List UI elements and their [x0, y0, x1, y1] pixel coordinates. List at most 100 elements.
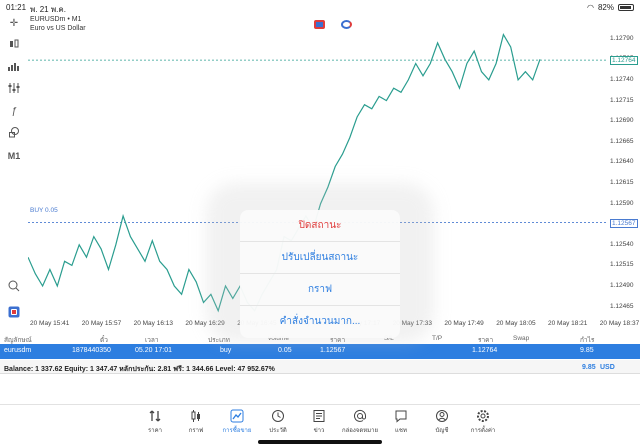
- time-tick-label: 20 May 15:41: [30, 320, 70, 327]
- tab-quotes-label: ราคา: [148, 428, 162, 434]
- tab-mailbox[interactable]: กล่องจดหมาย: [340, 409, 380, 435]
- bid-price-tag: 1.12764: [610, 56, 638, 66]
- battery-icon: [618, 4, 634, 11]
- col-profit: กำไร: [580, 337, 595, 344]
- col-time: เวลา: [145, 337, 159, 344]
- chart-button[interactable]: กราฟ: [240, 274, 400, 306]
- position-action-sheet: ปิดสถานะ ปรับเปลี่ยนสถานะ กราฟ คำสั่งจำน…: [240, 210, 400, 338]
- mailbox-icon: [354, 409, 367, 422]
- price-tick-label: 1.12590: [610, 199, 634, 207]
- quick-trade-icons: [314, 20, 352, 29]
- chat-icon: [395, 410, 407, 423]
- position-row[interactable]: eurusdm 1878440350 05.20 17:01 buy 0.05 …: [0, 344, 640, 359]
- settings-icon: [477, 410, 489, 422]
- buy-price-tag: 1.12567: [610, 218, 638, 228]
- col-tp: T/P: [432, 335, 443, 342]
- tab-account[interactable]: บัญชี: [422, 409, 462, 435]
- battery-percent: 82%: [597, 3, 614, 12]
- row-time: 05.20 17:01: [135, 347, 172, 354]
- row-ticket: 1878440350: [72, 347, 111, 354]
- news-icon: [313, 410, 325, 422]
- tab-trade[interactable]: การซื้อขาย: [217, 409, 257, 435]
- time-tick-label: 20 May 18:21: [548, 320, 588, 327]
- price-tick-label: 1.12640: [610, 158, 634, 166]
- symbol-description: Euro vs US Dollar: [30, 25, 86, 32]
- price-tick-label: 1.12615: [610, 178, 634, 186]
- buy-line-label: BUY 0.05: [30, 207, 58, 214]
- time-tick-label: 20 May 16:13: [133, 320, 173, 327]
- balance-summary: Balance: 1 337.62 Equity: 1 347.47 หลักป…: [4, 366, 275, 373]
- zoom-icon[interactable]: [6, 280, 22, 296]
- tab-news[interactable]: ข่าว: [299, 409, 339, 435]
- time-tick-label: 20 May 18:37: [599, 320, 640, 327]
- modify-position-button[interactable]: ปรับเปลี่ยนสถานะ: [240, 242, 400, 274]
- chart-icon: [191, 410, 200, 422]
- tab-chat-label: แชท: [395, 428, 407, 434]
- home-indicator: [258, 440, 382, 444]
- price-tick-label: 1.12790: [610, 34, 634, 42]
- price-tick-label: 1.12740: [610, 75, 634, 83]
- tab-history-label: ประวัติ: [269, 428, 287, 434]
- col-price: ราคา: [330, 337, 346, 344]
- chart-toolbar: ✛ ƒ M1: [0, 14, 28, 334]
- balance-bar: Balance: 1 337.62 Equity: 1 347.47 หลักป…: [0, 360, 640, 374]
- time-tick-label: 20 May 17:33: [392, 320, 432, 327]
- row-volume: 0.05: [278, 347, 292, 354]
- col-swap: Swap: [513, 335, 530, 342]
- depth-of-market-icon[interactable]: [341, 20, 352, 29]
- objects-icon[interactable]: [6, 126, 22, 142]
- col-ticket: ตั๋ว: [100, 337, 108, 344]
- tab-account-label: บัญชี: [435, 428, 449, 434]
- tab-trade-label: การซื้อขาย: [222, 428, 252, 434]
- price-tick-label: 1.12690: [610, 117, 634, 125]
- price-tick-label: 1.12540: [610, 240, 634, 248]
- timeframe-button[interactable]: M1: [7, 151, 21, 161]
- function-icon[interactable]: ƒ: [11, 106, 17, 117]
- trade-icon: [230, 409, 244, 423]
- quotes-icon: [149, 410, 161, 422]
- status-time: 01:21: [6, 3, 27, 12]
- one-click-trade-icon[interactable]: [314, 20, 325, 29]
- price-tick-label: 1.12465: [610, 302, 634, 310]
- tab-news-label: ข่าว: [313, 428, 325, 434]
- account-icon: [436, 410, 448, 422]
- symbol-timeframe: EURUSDm • M1: [30, 16, 82, 23]
- col-sl: S/L: [384, 335, 394, 342]
- history-icon: [272, 410, 284, 422]
- tab-settings[interactable]: การตั้งค่า: [463, 409, 503, 435]
- time-tick-label: 20 May 15:57: [81, 320, 122, 327]
- row-symbol: eurusdm: [4, 347, 32, 354]
- price-tick-label: 1.12665: [610, 137, 634, 145]
- col-volume: volume: [268, 335, 289, 342]
- chart-header: EURUSDm • M1 Euro vs US Dollar: [30, 15, 86, 33]
- tab-chat[interactable]: แชท: [381, 409, 421, 435]
- row-type: buy: [220, 347, 232, 354]
- price-tick-label: 1.12515: [610, 261, 634, 269]
- tab-quotes[interactable]: ราคา: [135, 409, 175, 435]
- positions-header: สัญลักษณ์ ตั๋ว เวลา ประเภท volume ราคา S…: [0, 332, 640, 344]
- total-profit: 9.85: [582, 364, 596, 371]
- tab-mailbox-label: กล่องจดหมาย: [341, 428, 379, 434]
- adjust-icon[interactable]: [6, 82, 22, 98]
- wifi-icon: ◠: [587, 3, 594, 12]
- tab-chart-label: กราฟ: [188, 428, 204, 434]
- time-tick-label: 20 May 17:49: [444, 320, 484, 327]
- chart-type-icon[interactable]: [6, 38, 22, 54]
- bottom-tab-bar: ราคา กราฟ การซื้อขาย ประวัติ ข่าว กล่องจ…: [0, 404, 640, 447]
- col-current-price: ราคา: [478, 337, 494, 344]
- close-position-button[interactable]: ปิดสถานะ: [240, 210, 400, 242]
- time-tick-label: 20 May 18:05: [496, 320, 536, 327]
- currency-label: USD: [600, 364, 615, 371]
- bulk-operations-button[interactable]: คำสั่งจำนวนมาก...: [279, 316, 361, 327]
- price-tick-label: 1.12715: [610, 96, 634, 104]
- row-current-price: 1.12764: [472, 347, 498, 354]
- tab-chart[interactable]: กราฟ: [176, 409, 216, 435]
- tab-settings-label: การตั้งค่า: [470, 428, 496, 434]
- indicators-icon[interactable]: [6, 60, 22, 76]
- status-bar: 01:21 พ. 21 พ.ค. ◠ 82%: [0, 0, 640, 14]
- crosshair-icon[interactable]: ✛: [9, 18, 19, 29]
- col-type: ประเภท: [208, 337, 230, 344]
- row-open-price: 1.12567: [320, 347, 346, 354]
- tab-history[interactable]: ประวัติ: [258, 409, 298, 435]
- trade-panel-icon[interactable]: [6, 306, 22, 322]
